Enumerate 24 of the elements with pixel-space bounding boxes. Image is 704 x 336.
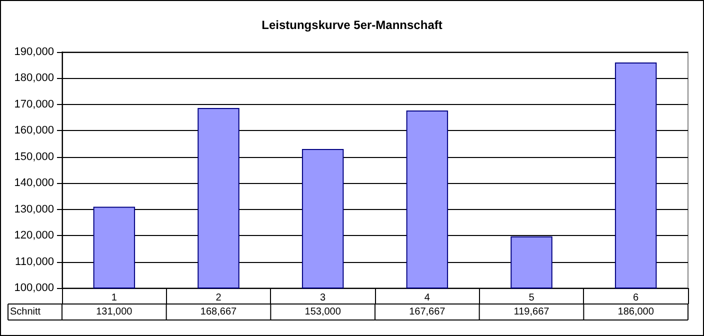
data-label: 186,000: [618, 306, 654, 318]
y-tick-label: 140,000: [14, 177, 54, 190]
data-label: 168,667: [200, 306, 238, 318]
data-label: 131,000: [96, 306, 133, 318]
x-tick-label: 2: [216, 292, 222, 304]
x-tick-label: 6: [633, 292, 640, 304]
x-tick-label: 5: [528, 292, 535, 304]
data-label: 167,667: [409, 306, 446, 318]
y-tick-label: 130,000: [14, 203, 54, 216]
x-tick-label: 4: [424, 292, 430, 304]
x-tick-label: 1: [111, 292, 118, 304]
y-tick-label: 110,000: [15, 256, 54, 268]
y-tick-label: 150,000: [14, 150, 54, 163]
y-tick-label: 160,000: [14, 124, 54, 137]
y-tick-label: 190,000: [14, 46, 54, 58]
chart-title: Leistungskurve 5er-Mannschaft: [262, 18, 442, 32]
data-label: 153,000: [304, 306, 342, 318]
y-tick-label: 170,000: [14, 98, 54, 110]
data-label: 119,667: [514, 306, 550, 318]
y-tick-label: 120,000: [14, 230, 54, 242]
y-tick-label: 100,000: [14, 282, 54, 294]
x-tick-label: 3: [320, 292, 326, 304]
y-tick-label: 180,000: [14, 72, 54, 84]
text: Schnitt: [10, 306, 41, 318]
